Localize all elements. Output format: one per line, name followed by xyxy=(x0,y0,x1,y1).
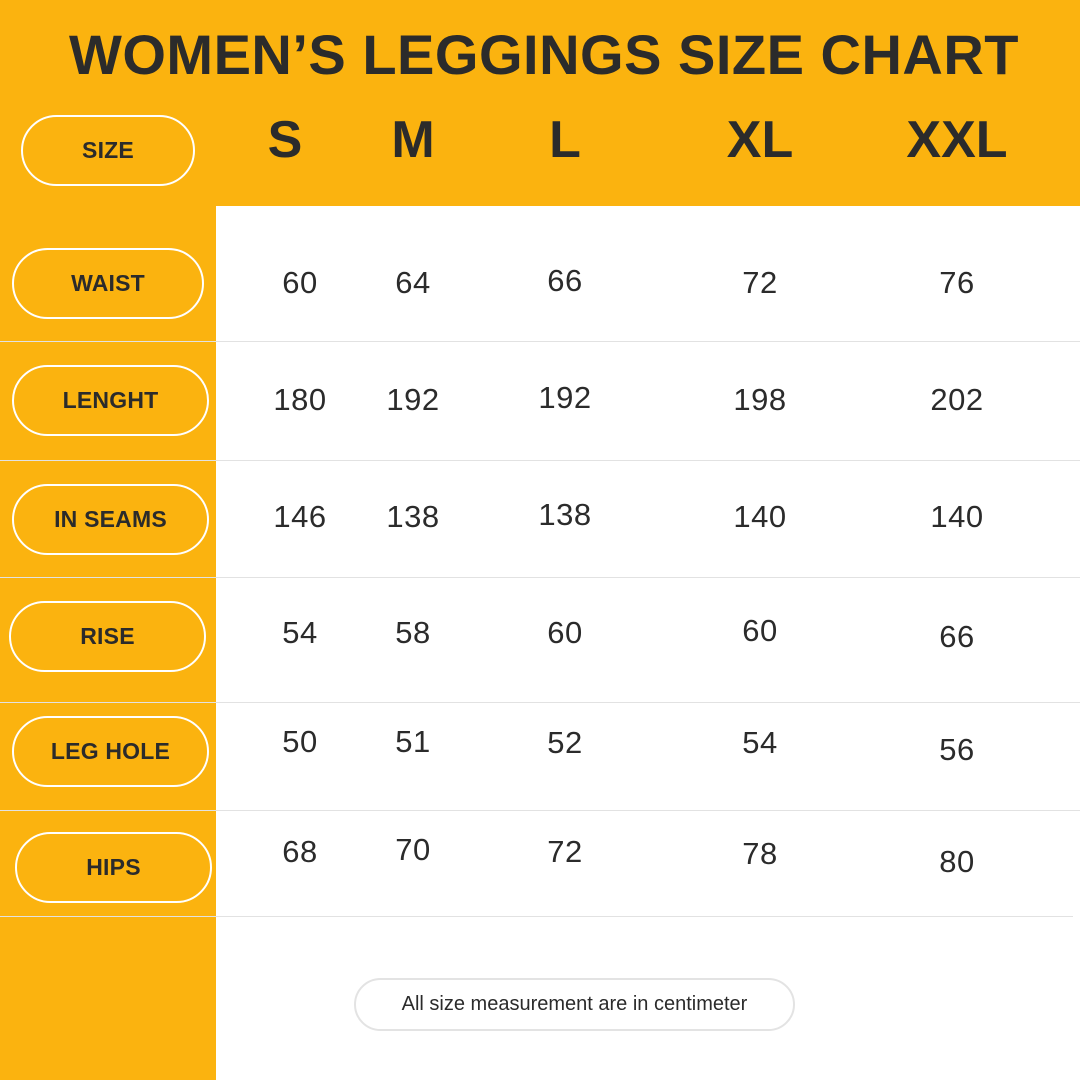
cell-length-m: 192 xyxy=(386,382,440,417)
cell-waist-xl: 72 xyxy=(742,265,778,300)
cell-in-seams-xl: 140 xyxy=(733,499,787,534)
size-header-s: S xyxy=(267,111,303,169)
size-header-xxl: XXL xyxy=(906,111,1008,169)
row-divider xyxy=(0,577,1080,578)
cell-length-s: 180 xyxy=(273,382,327,417)
cell-length-l: 192 xyxy=(538,380,592,415)
cell-hips-xxl: 80 xyxy=(939,844,975,879)
cell-in-seams-xxl: 140 xyxy=(930,499,984,534)
cell-hips-s: 68 xyxy=(282,834,318,869)
cell-hips-m: 70 xyxy=(395,832,431,867)
chart-title: WOMEN’S LEGGINGS SIZE CHART xyxy=(69,23,1019,86)
size-header-xl: XL xyxy=(726,111,794,169)
cell-hips-l: 72 xyxy=(547,834,583,869)
cell-rise-m: 58 xyxy=(395,615,431,650)
row-divider xyxy=(0,460,1080,461)
cell-waist-xxl: 76 xyxy=(939,265,975,300)
row-divider xyxy=(0,810,1080,811)
row-divider xyxy=(0,702,1080,703)
row-divider xyxy=(0,341,1080,342)
size-header-l: L xyxy=(549,111,581,169)
row-label-in-seams: IN SEAMS xyxy=(12,484,209,555)
cell-leg-hole-xxl: 56 xyxy=(939,732,975,767)
cell-leg-hole-s: 50 xyxy=(282,724,318,759)
row-divider xyxy=(0,916,1073,917)
cell-length-xxl: 202 xyxy=(930,382,984,417)
row-label-rise: RISE xyxy=(9,601,206,672)
cell-leg-hole-m: 51 xyxy=(395,724,431,759)
row-label-waist: WAIST xyxy=(12,248,204,319)
cell-leg-hole-l: 52 xyxy=(547,725,583,760)
cell-rise-s: 54 xyxy=(282,615,318,650)
cell-in-seams-m: 138 xyxy=(386,499,440,534)
cell-waist-s: 60 xyxy=(282,265,318,300)
cell-length-xl: 198 xyxy=(733,382,787,417)
row-label-leg-hole: LEG HOLE xyxy=(12,716,209,787)
cell-hips-xl: 78 xyxy=(742,836,778,871)
size-label-pill: SIZE xyxy=(21,115,195,186)
units-footnote: All size measurement are in centimeter xyxy=(354,978,795,1031)
cell-waist-m: 64 xyxy=(395,265,431,300)
cell-rise-l: 60 xyxy=(547,615,583,650)
cell-leg-hole-xl: 54 xyxy=(742,725,778,760)
cell-rise-xxl: 66 xyxy=(939,619,975,654)
cell-rise-xl: 60 xyxy=(742,613,778,648)
row-label-hips: HIPS xyxy=(15,832,212,903)
cell-in-seams-l: 138 xyxy=(538,497,592,532)
row-label-length: LENGHT xyxy=(12,365,209,436)
cell-in-seams-s: 146 xyxy=(273,499,327,534)
cell-waist-l: 66 xyxy=(547,263,583,298)
size-header-m: M xyxy=(391,111,435,169)
